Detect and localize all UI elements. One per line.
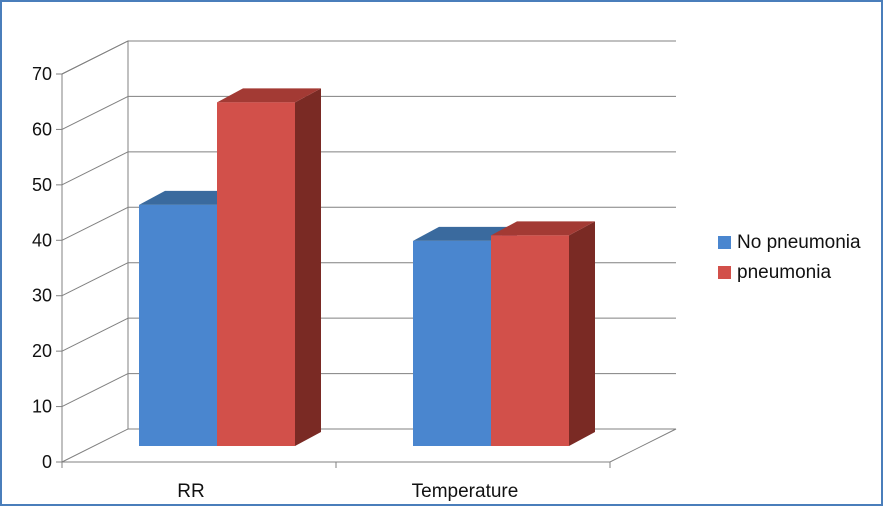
y-axis-ticks: 0 10 20 30 40 50 60 70 (32, 64, 62, 472)
legend-swatch (718, 236, 731, 249)
y-tick-label: 30 (32, 286, 52, 306)
bar-front (491, 235, 569, 446)
y-tick-label: 10 (32, 397, 52, 417)
y-tick-label: 0 (42, 452, 52, 472)
bars (139, 88, 595, 446)
axes (61, 74, 611, 468)
bar (217, 88, 321, 446)
bar (491, 221, 595, 446)
gridline-side (61, 151, 129, 186)
bar-top (491, 221, 595, 236)
legend: No pneumonia pneumonia (718, 232, 861, 283)
bar-side (295, 88, 321, 446)
gridline-side (61, 373, 129, 408)
bar-front (413, 240, 491, 446)
bar-front (217, 102, 295, 446)
legend-label: pneumonia (737, 262, 831, 283)
bar-front (139, 204, 217, 446)
y-tick-label: 50 (32, 175, 52, 195)
bar-side (569, 221, 595, 446)
gridline-side (61, 206, 129, 241)
x-axis-labels: RR Temperature (177, 481, 518, 502)
y-tick-label: 40 (32, 230, 52, 250)
y-tick-label: 20 (32, 341, 52, 361)
gridline-side (61, 317, 129, 352)
legend-swatch (718, 266, 731, 279)
bar-top (217, 88, 321, 103)
y-tick-label: 70 (32, 64, 52, 84)
gridline-side (61, 40, 129, 75)
y-tick-label: 60 (32, 119, 52, 139)
x-category-label: RR (177, 481, 204, 502)
gridline-side (61, 95, 129, 130)
gridline-side (61, 262, 129, 297)
x-category-label: Temperature (412, 481, 519, 502)
legend-label: No pneumonia (737, 232, 861, 253)
